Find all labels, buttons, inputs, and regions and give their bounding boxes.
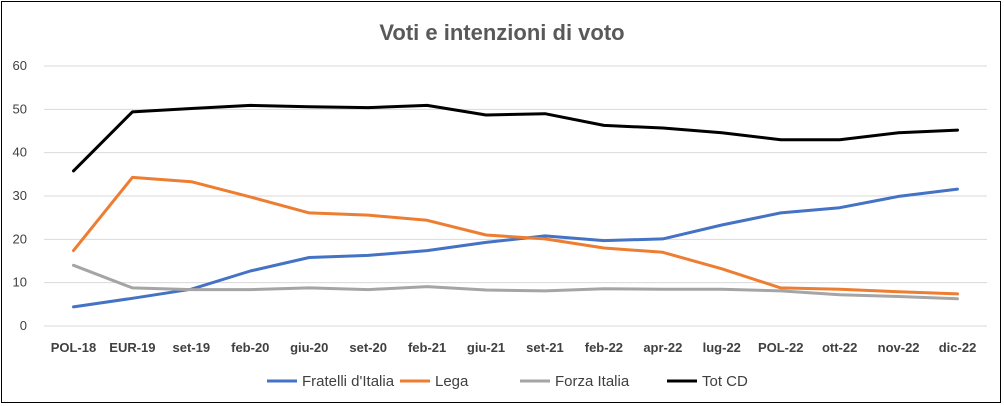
x-tick-label: set-20 — [349, 340, 387, 355]
y-tick-label: 10 — [13, 275, 27, 290]
x-tick-label: EUR-19 — [109, 340, 155, 355]
x-tick-label: POL-18 — [51, 340, 97, 355]
series-line-0 — [72, 187, 959, 309]
legend-label: Lega — [435, 373, 469, 390]
x-tick-label: ott-22 — [822, 340, 857, 355]
x-tick-label: POL-22 — [758, 340, 804, 355]
series-line-1 — [72, 175, 959, 296]
chart-title: Voti e intenzioni di voto — [379, 20, 624, 45]
y-tick-label: 0 — [20, 318, 27, 333]
x-tick-label: set-19 — [173, 340, 211, 355]
x-tick-label: set-21 — [526, 340, 564, 355]
legend: Fratelli d'Italia Lega Forza Italia Tot CD — [267, 373, 748, 390]
y-tick-label: 40 — [13, 145, 27, 160]
x-tick-label: nov-22 — [878, 340, 920, 355]
x-tick-label: apr-22 — [643, 340, 682, 355]
legend-label: Tot CD — [702, 373, 748, 390]
x-axis: POL-18 EUR-19 set-19 feb-20 giu-20 set-20 feb-… — [51, 340, 977, 355]
x-tick-label: feb-20 — [231, 340, 269, 355]
series-line-2 — [72, 263, 959, 301]
x-tick-label: feb-22 — [585, 340, 623, 355]
y-tick-label: 20 — [13, 231, 27, 246]
y-tick-label: 30 — [13, 188, 27, 203]
x-tick-label: feb-21 — [408, 340, 446, 355]
legend-label: Forza Italia — [555, 373, 630, 390]
y-axis: 0 10 20 30 40 50 60 — [13, 58, 27, 333]
y-tick-label: 60 — [13, 58, 27, 73]
x-tick-label: giu-21 — [467, 340, 505, 355]
x-tick-label: giu-20 — [290, 340, 328, 355]
x-tick-label: lug-22 — [703, 340, 741, 355]
legend-label: Fratelli d'Italia — [302, 373, 395, 390]
series-lines — [72, 103, 959, 309]
y-tick-label: 50 — [13, 101, 27, 116]
series-line-3 — [72, 103, 959, 173]
x-tick-label: dic-22 — [939, 340, 977, 355]
gridlines — [44, 65, 987, 327]
